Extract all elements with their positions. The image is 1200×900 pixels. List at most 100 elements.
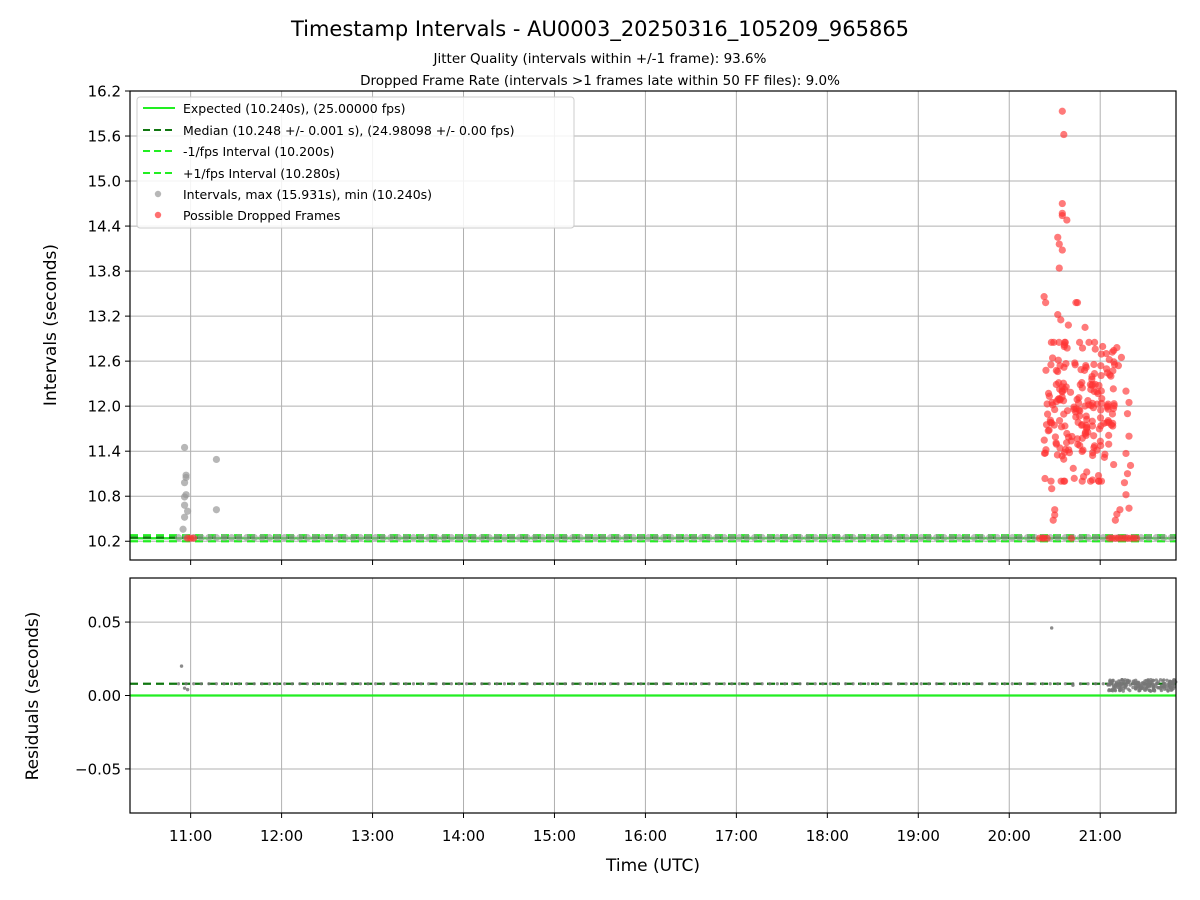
intervals-y-tick-label: 12.6 xyxy=(88,353,121,371)
residual-point xyxy=(1109,688,1113,693)
interval-point xyxy=(606,534,615,542)
dropped-frame-point xyxy=(1058,393,1066,401)
dropped-frame-point xyxy=(1100,453,1108,461)
residual-point xyxy=(502,682,507,686)
residual-point xyxy=(1086,682,1090,686)
dropped-frame-point xyxy=(190,534,198,542)
interval-point xyxy=(750,534,759,542)
interval-point xyxy=(948,534,956,542)
interval-point xyxy=(788,534,797,542)
interval-point xyxy=(728,534,736,542)
interval-point xyxy=(849,534,857,542)
interval-point xyxy=(265,534,274,542)
interval-point xyxy=(864,534,872,542)
x-tick-label: 20:00 xyxy=(988,827,1031,845)
residuals-reference-lines xyxy=(130,682,1176,697)
interval-point xyxy=(212,506,221,514)
interval-point xyxy=(955,534,963,542)
interval-point xyxy=(493,534,501,542)
dropped-frame-point xyxy=(1061,445,1070,453)
residual-point xyxy=(1131,685,1135,690)
dropped-frame-point xyxy=(1090,360,1098,369)
dropped-frame-point xyxy=(1122,449,1130,458)
residual-point xyxy=(912,682,916,686)
dropped-frame-point xyxy=(1040,293,1048,301)
dropped-frame-point xyxy=(1060,130,1068,139)
chart-subtitle-dropped: Dropped Frame Rate (intervals >1 frames … xyxy=(360,73,840,89)
residuals-y-tick-label: −0.05 xyxy=(75,760,121,778)
dropped-frame-point xyxy=(1105,440,1113,448)
residual-point xyxy=(669,682,673,686)
residual-point xyxy=(1137,689,1141,693)
residual-point xyxy=(1140,683,1144,688)
interval-point xyxy=(796,534,804,542)
dropped-frame-point xyxy=(1061,422,1069,430)
residual-point xyxy=(404,682,408,686)
interval-point xyxy=(341,534,349,542)
dropped-frame-point xyxy=(1126,461,1135,470)
interval-point xyxy=(834,534,842,542)
residual-point xyxy=(737,682,742,686)
dropped-frame-point xyxy=(1062,439,1071,447)
residual-point xyxy=(616,682,620,686)
dropped-frame-point xyxy=(1055,338,1063,346)
legend-box xyxy=(136,96,575,229)
interval-point xyxy=(212,534,221,542)
interval-point xyxy=(546,534,554,542)
residual-point xyxy=(1140,681,1145,685)
residual-point xyxy=(351,682,355,686)
residual-point xyxy=(267,682,272,686)
residual-point xyxy=(510,682,514,686)
residual-point xyxy=(881,682,886,686)
residual-point xyxy=(987,682,992,686)
dropped-frame-point xyxy=(1123,410,1132,418)
interval-point xyxy=(1145,534,1153,542)
dropped-frame-point xyxy=(1044,427,1052,435)
residual-point xyxy=(904,682,908,686)
residual-point xyxy=(684,682,688,686)
residual-point xyxy=(517,682,522,686)
interval-point xyxy=(1023,534,1032,542)
residual-point xyxy=(1033,682,1037,686)
dropped-frame-point xyxy=(1063,216,1071,224)
dropped-frame-point xyxy=(1089,451,1097,460)
dropped-frame-point xyxy=(1054,233,1062,241)
legend-label-expected: Expected (10.240s), (25.00000 fps) xyxy=(183,101,405,116)
residual-point xyxy=(1127,680,1131,684)
dropped-frame-point xyxy=(1097,371,1105,380)
dropped-frame-point xyxy=(1088,422,1097,430)
residual-point xyxy=(957,682,961,686)
interval-point xyxy=(531,534,539,542)
intervals-y-axis-label: Intervals (seconds) xyxy=(41,244,61,406)
interval-point xyxy=(826,534,834,542)
interval-point xyxy=(637,534,645,542)
interval-point xyxy=(1084,534,1092,542)
residual-point xyxy=(1130,682,1135,686)
interval-point xyxy=(804,534,812,542)
dropped-frame-point xyxy=(1041,474,1049,483)
residual-point xyxy=(836,682,840,686)
x-axis-label: Time (UTC) xyxy=(605,856,700,876)
interval-point xyxy=(356,534,365,542)
interval-point xyxy=(553,534,562,542)
residual-point xyxy=(260,682,264,686)
x-tick-label: 11:00 xyxy=(169,827,212,845)
residual-point xyxy=(1056,682,1060,686)
dropped-frame-point xyxy=(1120,479,1129,487)
dropped-frame-point xyxy=(1103,403,1111,411)
legend-label-plus-fps: +1/fps Interval (10.280s) xyxy=(183,166,340,181)
intervals-y-tick-label: 16.2 xyxy=(88,83,121,101)
residual-point xyxy=(389,682,393,686)
dropped-frame-point xyxy=(1045,392,1053,400)
intervals-y-tick-label: 13.8 xyxy=(88,263,121,281)
residual-point xyxy=(182,686,187,690)
residual-point xyxy=(495,682,499,686)
dropped-frame-point xyxy=(1043,534,1051,542)
dropped-frame-point xyxy=(1113,344,1121,352)
residual-point xyxy=(1048,682,1052,686)
residual-point xyxy=(972,682,976,686)
residual-point xyxy=(806,682,810,686)
residual-point xyxy=(1003,682,1007,686)
dropped-frame-point xyxy=(1057,477,1065,485)
residual-point xyxy=(593,682,597,686)
